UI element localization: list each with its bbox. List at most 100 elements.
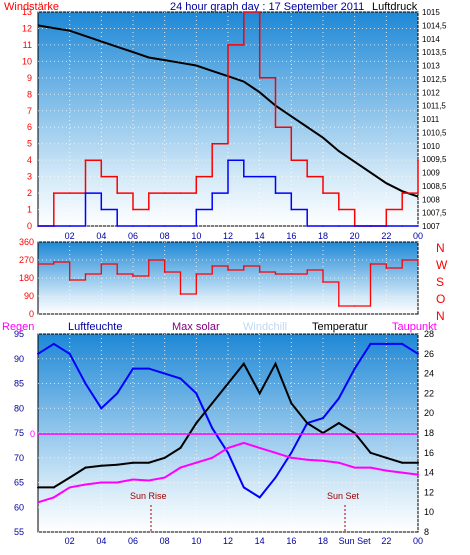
direction-point: [84, 273, 87, 275]
direction-y-tick: 90: [24, 291, 34, 301]
temperature-point: [385, 456, 388, 459]
direction-point: [353, 305, 356, 307]
direction-point: [290, 273, 293, 275]
direction-point: [163, 271, 166, 273]
gust-line: [38, 159, 418, 227]
pressure-y-tick: 1008: [422, 195, 440, 204]
humidity-point: [401, 342, 404, 345]
dewpoint-point: [369, 466, 372, 469]
wind-y-tick: 4: [27, 155, 32, 165]
x-tick-label: 08: [160, 231, 170, 241]
x-tick-label: 16: [286, 231, 296, 241]
pressure-y-tick: 1010: [422, 142, 440, 151]
temperature-y-tick: 10: [424, 507, 434, 517]
pressure-y-tick: 1011: [422, 115, 440, 124]
humidity-point: [195, 392, 198, 395]
direction-point: [306, 269, 308, 271]
temperature-point: [306, 422, 309, 425]
wind-point: [100, 175, 103, 178]
wind-y-tick: 7: [27, 106, 32, 116]
gust-point: [417, 225, 419, 227]
wind-point: [338, 208, 340, 211]
humidity-point: [242, 486, 245, 489]
humidity-point: [274, 476, 277, 479]
wind-point: [163, 192, 166, 194]
humidity-point: [385, 342, 388, 345]
temperature-point: [258, 392, 261, 395]
gust-point: [37, 225, 39, 227]
pressure-y-tick: 1007,5: [422, 209, 447, 218]
rain-zero-label: 0: [30, 429, 35, 439]
wind-point: [132, 208, 134, 211]
x-tick-label: 10: [191, 536, 201, 546]
gust-point: [195, 208, 198, 211]
pressure-y-tick: 1010,5: [422, 128, 447, 137]
humidity-y-tick: 60: [14, 502, 24, 512]
humidity-point: [258, 496, 261, 499]
x-tick-label: 22: [381, 536, 391, 546]
dewpoint-point: [211, 456, 214, 459]
dewpoint-point: [116, 481, 119, 484]
humidity-y-tick: 65: [14, 478, 24, 488]
temperature-point: [132, 461, 134, 464]
direction-point: [322, 281, 324, 283]
humidity-point: [163, 372, 166, 375]
pressure-y-tick: 1014,5: [422, 21, 447, 30]
dewpoint-point: [242, 441, 245, 444]
gust-point: [401, 225, 403, 227]
wind-y-tick: 3: [27, 172, 32, 182]
temperature-y-tick: 12: [424, 487, 434, 497]
direction-point: [401, 259, 403, 261]
direction-point: [338, 305, 340, 307]
pressure-y-tick: 1007: [422, 222, 440, 231]
dewpoint-point: [163, 476, 166, 479]
dewpoint-point: [274, 451, 277, 454]
direction-point: [258, 271, 261, 273]
wind-y-tick: 11: [23, 40, 32, 50]
gust-point: [243, 175, 245, 178]
pressure-y-tick: 1013,5: [422, 48, 447, 57]
temperature-point: [163, 456, 166, 459]
dewpoint-point: [337, 461, 340, 464]
pressure-y-tick: 1009,5: [422, 155, 447, 164]
direction-point: [53, 261, 55, 263]
humidity-point: [211, 427, 214, 430]
gust-point: [148, 225, 150, 227]
wind-speed-line: [38, 11, 419, 227]
wind-point: [385, 208, 388, 211]
humidity-y-tick: 75: [14, 428, 24, 438]
direction-point: [179, 293, 182, 295]
x-tick-label: 20: [350, 231, 360, 241]
humidity-point: [68, 352, 71, 355]
temperature-y-tick: 26: [424, 349, 434, 359]
humidity-point: [52, 342, 55, 345]
gust-point: [163, 225, 166, 227]
temperature-point: [401, 461, 404, 464]
wind-point: [322, 192, 324, 194]
legend-taupunkt: Taupunkt: [392, 321, 437, 333]
pressure-y-tick: 1014: [422, 35, 440, 44]
direction-point: [385, 267, 388, 269]
gust-point: [322, 225, 324, 227]
temperature-y-tick: 16: [424, 448, 434, 458]
temperature-point: [52, 486, 55, 489]
wind-point: [148, 192, 150, 194]
wind-y-tick: 1: [27, 205, 32, 215]
temperature-point: [195, 422, 198, 425]
humidity-point: [116, 392, 119, 395]
pressure-y-tick: 1013: [422, 62, 440, 71]
wind-y-tick: 13: [22, 7, 32, 17]
direction-compass-label: S: [436, 275, 444, 289]
dewpoint-point: [147, 479, 150, 482]
direction-y-tick: 180: [19, 273, 34, 283]
wind-point: [227, 44, 229, 46]
temperature-y-tick: 22: [424, 388, 434, 398]
legend-regen: Regen: [2, 321, 34, 333]
x-tick-label: 00: [413, 231, 423, 241]
temperature-point: [211, 402, 214, 405]
direction-compass-label: N: [436, 241, 445, 255]
x-tick-label: 18: [318, 231, 328, 241]
wind-y-tick: 5: [27, 139, 32, 149]
direction-point: [369, 263, 372, 265]
dewpoint-point: [52, 496, 55, 499]
